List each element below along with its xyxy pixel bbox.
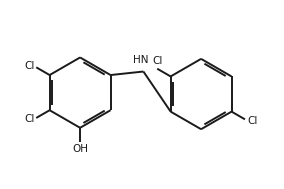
Text: OH: OH [72, 144, 88, 154]
Text: HN: HN [133, 55, 149, 65]
Text: Cl: Cl [152, 57, 162, 67]
Text: Cl: Cl [247, 116, 258, 126]
Text: Cl: Cl [24, 114, 35, 124]
Text: Cl: Cl [24, 61, 35, 71]
